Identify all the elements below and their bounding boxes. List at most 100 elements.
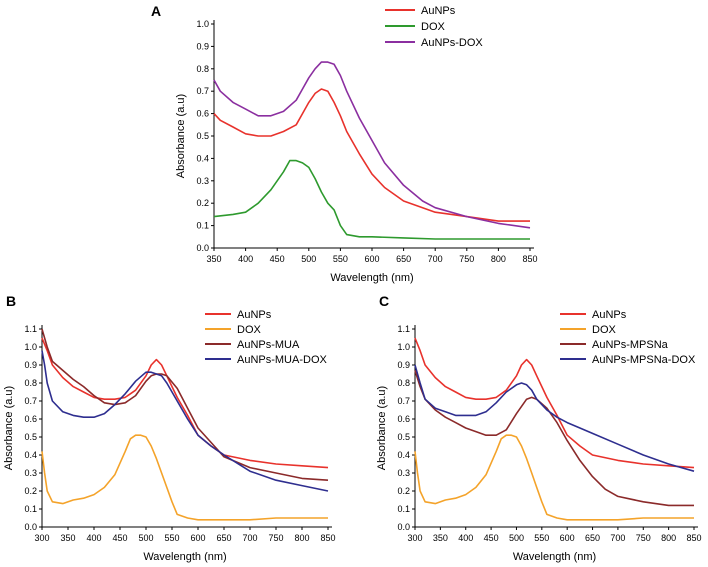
y-tick-label: 0.2 <box>24 486 37 496</box>
y-tick-label: 0.4 <box>397 450 410 460</box>
series-line-aunps <box>213 88 530 222</box>
panel-letter: A <box>151 3 161 19</box>
y-tick-label: 0.4 <box>196 153 209 163</box>
y-tick-label: 0.1 <box>196 221 209 231</box>
y-tick-label: 0.9 <box>397 360 410 370</box>
x-tick-label: 550 <box>534 533 549 543</box>
legend-label: AuNPs <box>237 309 272 321</box>
x-tick-label: 600 <box>190 533 205 543</box>
x-tick-label: 700 <box>428 254 443 264</box>
panel-letter: C <box>379 293 389 309</box>
panel-c: C 0.0 0.1 0.2 0.3 0.4 0.5 0.6 0.7 0.8 0.9 1.0 1.1 300… <box>376 293 702 563</box>
x-tick-label: 350 <box>433 533 448 543</box>
y-tick-label: 0.7 <box>397 396 410 406</box>
y-tick-label: 0.1 <box>24 504 37 514</box>
x-tick-label: 500 <box>301 254 316 264</box>
x-tick-label: 600 <box>560 533 575 543</box>
x-tick-label: 600 <box>364 254 379 264</box>
y-tick-label: 0.0 <box>196 243 209 253</box>
x-tick-label: 450 <box>484 533 499 543</box>
x-tick-label: 500 <box>509 533 524 543</box>
x-tick-label: 700 <box>242 533 257 543</box>
x-tick-label: 750 <box>459 254 474 264</box>
x-axis-label: Wavelength (nm) <box>143 551 226 563</box>
legend-label: AuNPs-MUA-DOX <box>237 354 328 366</box>
legend-label: AuNPs-MUA <box>237 339 300 351</box>
panel-b: B 0.0 0.1 0.2 0.3 0.4 0.5 0.6 0.7 0.8 0.9 1.0 1.1 300… <box>3 293 336 563</box>
legend-label: AuNPs <box>421 5 456 17</box>
x-tick-label: 800 <box>491 254 506 264</box>
legend-label: DOX <box>592 324 617 336</box>
x-tick-label: 850 <box>320 533 335 543</box>
x-tick-label: 450 <box>270 254 285 264</box>
legend: AuNPs DOX AuNPs-DOX <box>385 5 483 49</box>
y-tick-label: 0.8 <box>397 378 410 388</box>
x-tick-label: 500 <box>138 533 153 543</box>
legend: AuNPs DOX AuNPs-MPSNa AuNPs-MPSNa-DOX <box>560 309 696 366</box>
legend-label: AuNPs-MPSNa-DOX <box>592 354 696 366</box>
x-tick-label: 650 <box>585 533 600 543</box>
x-tick-label: 750 <box>636 533 651 543</box>
y-tick-label: 0.8 <box>196 64 209 74</box>
y-tick-label: 0.3 <box>24 468 37 478</box>
legend: AuNPs DOX AuNPs-MUA AuNPs-MUA-DOX <box>205 309 328 366</box>
legend-label: AuNPs-DOX <box>421 37 483 49</box>
y-axis-label: Absorbance (a.u) <box>3 386 15 470</box>
x-tick-label: 800 <box>294 533 309 543</box>
y-tick-label: 1.0 <box>397 342 410 352</box>
x-tick-label: 300 <box>407 533 422 543</box>
legend-label: AuNPs <box>592 309 627 321</box>
x-tick-label: 350 <box>206 254 221 264</box>
x-tick-label: 700 <box>610 533 625 543</box>
x-tick-label: 850 <box>686 533 701 543</box>
y-tick-label: 0.1 <box>397 504 410 514</box>
series-line-aunps-mpsna <box>414 370 694 507</box>
y-tick-label: 0.9 <box>24 360 37 370</box>
y-tick-label: 0.3 <box>196 176 209 186</box>
panel-a: A 0.0 0.1 0.2 0.3 0.4 0.5 0.6 0.7 0.8 0.9 1.0 350 400… <box>151 3 538 284</box>
x-axis-label: Wavelength (nm) <box>330 272 413 284</box>
y-tick-label: 0.3 <box>397 468 410 478</box>
legend-label: AuNPs-MPSNa <box>592 339 669 351</box>
y-tick-label: 0.5 <box>196 131 209 141</box>
y-tick-label: 0.7 <box>24 396 37 406</box>
series-line-aunps <box>414 337 695 469</box>
series-line-aunps-dox <box>213 61 531 229</box>
x-tick-label: 750 <box>268 533 283 543</box>
y-tick-label: 0.6 <box>24 414 37 424</box>
y-tick-label: 1.0 <box>24 342 37 352</box>
x-tick-label: 550 <box>333 254 348 264</box>
y-tick-label: 0.8 <box>24 378 37 388</box>
x-tick-label: 400 <box>238 254 253 264</box>
series-line-dox <box>213 159 530 240</box>
panel-letter: B <box>6 293 16 309</box>
y-tick-label: 1.0 <box>196 19 209 29</box>
y-tick-label: 1.1 <box>24 324 37 334</box>
x-tick-label: 300 <box>34 533 49 543</box>
y-tick-label: 0.5 <box>24 432 37 442</box>
y-tick-label: 0.4 <box>24 450 37 460</box>
y-tick-label: 0.6 <box>397 414 410 424</box>
x-axis-label: Wavelength (nm) <box>513 551 596 563</box>
series-line-dox <box>41 434 328 521</box>
y-axis-label: Absorbance (a.u) <box>175 94 187 178</box>
x-tick-label: 650 <box>396 254 411 264</box>
y-tick-label: 0.2 <box>196 198 209 208</box>
series-line-aunps-mua <box>41 328 329 481</box>
x-tick-label: 450 <box>112 533 127 543</box>
y-tick-label: 1.1 <box>397 324 410 334</box>
y-tick-label: 0.7 <box>196 86 209 96</box>
legend-label: DOX <box>237 324 262 336</box>
y-tick-label: 0.0 <box>24 522 37 532</box>
series-line-aunps-mpsna-dox <box>414 364 695 472</box>
legend-label: DOX <box>421 21 446 33</box>
series-line-aunps-mua-dox <box>41 350 329 492</box>
y-tick-label: 0.9 <box>196 41 209 51</box>
x-tick-label: 550 <box>164 533 179 543</box>
x-tick-label: 800 <box>661 533 676 543</box>
y-tick-label: 0.0 <box>397 522 410 532</box>
x-tick-label: 850 <box>522 254 537 264</box>
y-tick-label: 0.5 <box>397 432 410 442</box>
y-axis-label: Absorbance (a.u) <box>376 386 388 470</box>
